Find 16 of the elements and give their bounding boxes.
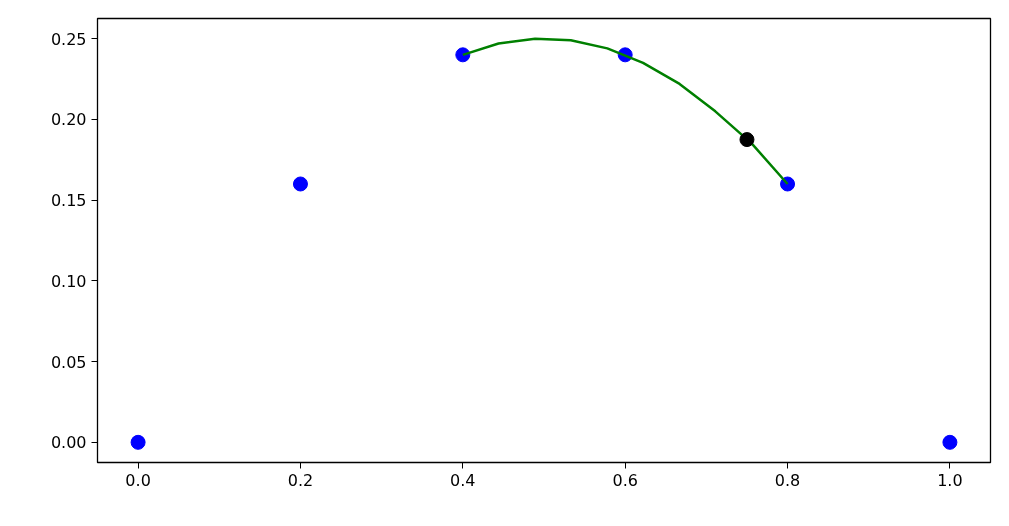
x-tick-label: 0.2 [287,470,314,490]
y-tick-label: 0.25 [50,29,87,49]
point [942,434,958,450]
y-tick-label: 0.10 [50,271,87,291]
y-tick-label: 0.00 [50,433,87,453]
y-tick-label: 0.05 [50,352,87,372]
y-tick-label: 0.15 [50,191,87,211]
x-tick-label: 0.6 [612,470,638,490]
x-tick-label: 0.8 [774,470,801,490]
point [739,132,755,148]
y-tick-label: 0.20 [50,110,87,130]
x-tick-label: 0.4 [450,470,476,490]
x-tick-label: 1.0 [937,470,963,490]
point [292,176,308,192]
x-tick-label: 0.0 [125,470,151,490]
point [130,434,146,450]
